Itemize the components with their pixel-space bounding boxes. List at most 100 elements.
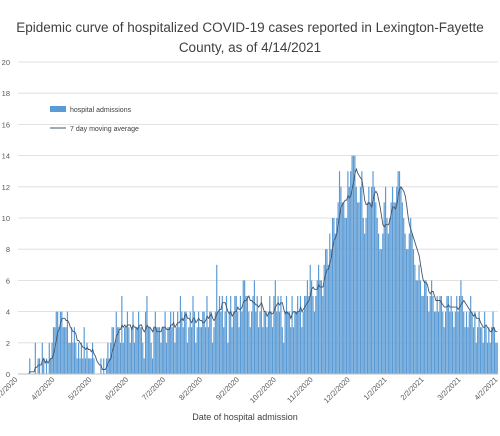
- bar: [486, 342, 489, 374]
- bar: [470, 296, 472, 374]
- bar: [357, 202, 359, 374]
- bar: [177, 311, 179, 374]
- bar: [221, 296, 223, 374]
- x-tick-label: 4/2/2020: [29, 375, 56, 402]
- bar: [170, 311, 172, 374]
- bar: [454, 311, 456, 374]
- bar: [477, 327, 479, 374]
- bar: [419, 280, 422, 374]
- bar: [329, 233, 331, 374]
- bar: [380, 249, 382, 374]
- bar: [258, 327, 260, 374]
- bar: [274, 280, 276, 374]
- bar: [140, 327, 142, 374]
- bar: [397, 171, 399, 374]
- bar: [387, 233, 389, 374]
- bar: [252, 296, 254, 374]
- bar: [260, 296, 262, 374]
- bar: [422, 296, 424, 374]
- y-tick-label: 12: [2, 183, 10, 192]
- bar: [298, 311, 300, 374]
- bar: [87, 358, 89, 374]
- bar: [228, 311, 230, 374]
- bar: [91, 342, 94, 374]
- bar: [78, 342, 80, 374]
- bar: [124, 327, 126, 374]
- bar: [305, 296, 307, 374]
- bar: [484, 311, 486, 374]
- bar: [203, 311, 205, 374]
- bar: [344, 218, 346, 374]
- bar: [315, 296, 317, 374]
- legend-label-moving-average: 7 day moving average: [70, 126, 139, 133]
- bar: [485, 327, 487, 374]
- bar: [83, 327, 85, 374]
- bar: [121, 296, 123, 374]
- bar: [410, 218, 412, 374]
- bar: [460, 280, 462, 374]
- bar: [269, 296, 271, 374]
- bar: [217, 311, 219, 374]
- chart-title-line-2: County, as of 4/14/2021: [178, 40, 322, 55]
- bar: [304, 296, 306, 374]
- bar: [65, 327, 67, 374]
- bar: [333, 218, 335, 374]
- x-tick-label: 2/2/2021: [399, 375, 426, 402]
- bar: [158, 327, 161, 374]
- bar: [136, 327, 138, 374]
- bar: [348, 186, 350, 374]
- bar: [354, 155, 356, 374]
- bar: [79, 358, 81, 374]
- bar: [75, 342, 77, 374]
- bar: [69, 342, 71, 374]
- bar: [424, 280, 426, 374]
- bar: [207, 327, 209, 374]
- bar: [382, 233, 384, 374]
- bar: [327, 264, 329, 374]
- bar: [103, 358, 105, 374]
- bar: [464, 327, 466, 374]
- chart-title-line-1: Epidemic curve of hospitalized COVID-19 …: [16, 20, 484, 35]
- bar: [129, 342, 131, 374]
- bar: [156, 327, 158, 374]
- bar: [115, 311, 117, 374]
- bar: [355, 186, 357, 374]
- bar: [446, 296, 448, 374]
- bar: [89, 358, 91, 374]
- bar: [451, 311, 454, 374]
- bar: [142, 342, 144, 374]
- bar: [334, 233, 336, 374]
- bar: [278, 311, 281, 374]
- bar: [322, 296, 324, 374]
- bar: [119, 342, 122, 374]
- bar: [172, 311, 175, 374]
- bar: [195, 342, 197, 374]
- bar: [259, 311, 261, 374]
- bar: [71, 327, 73, 374]
- bar: [135, 327, 137, 374]
- bar: [128, 327, 130, 374]
- bar: [330, 249, 332, 374]
- bar: [199, 327, 201, 374]
- bar: [211, 342, 214, 374]
- bar: [384, 186, 387, 374]
- bar: [253, 280, 255, 374]
- bar: [52, 327, 55, 374]
- bar: [352, 155, 355, 374]
- x-tick-label: 4/2/2021: [472, 375, 499, 402]
- bar: [404, 233, 406, 374]
- bar: [411, 233, 413, 374]
- bar: [112, 327, 115, 374]
- bar: [198, 311, 200, 374]
- x-tick-label: 11/2/2020: [285, 375, 315, 405]
- bar: [131, 327, 133, 374]
- bar: [231, 327, 233, 374]
- y-tick-label: 8: [6, 245, 10, 254]
- bar: [324, 249, 327, 374]
- bar: [163, 327, 165, 374]
- bar: [294, 311, 296, 374]
- bar: [189, 311, 191, 374]
- bar: [372, 171, 374, 374]
- bar: [182, 327, 184, 374]
- legend-swatch-bar: [50, 106, 66, 112]
